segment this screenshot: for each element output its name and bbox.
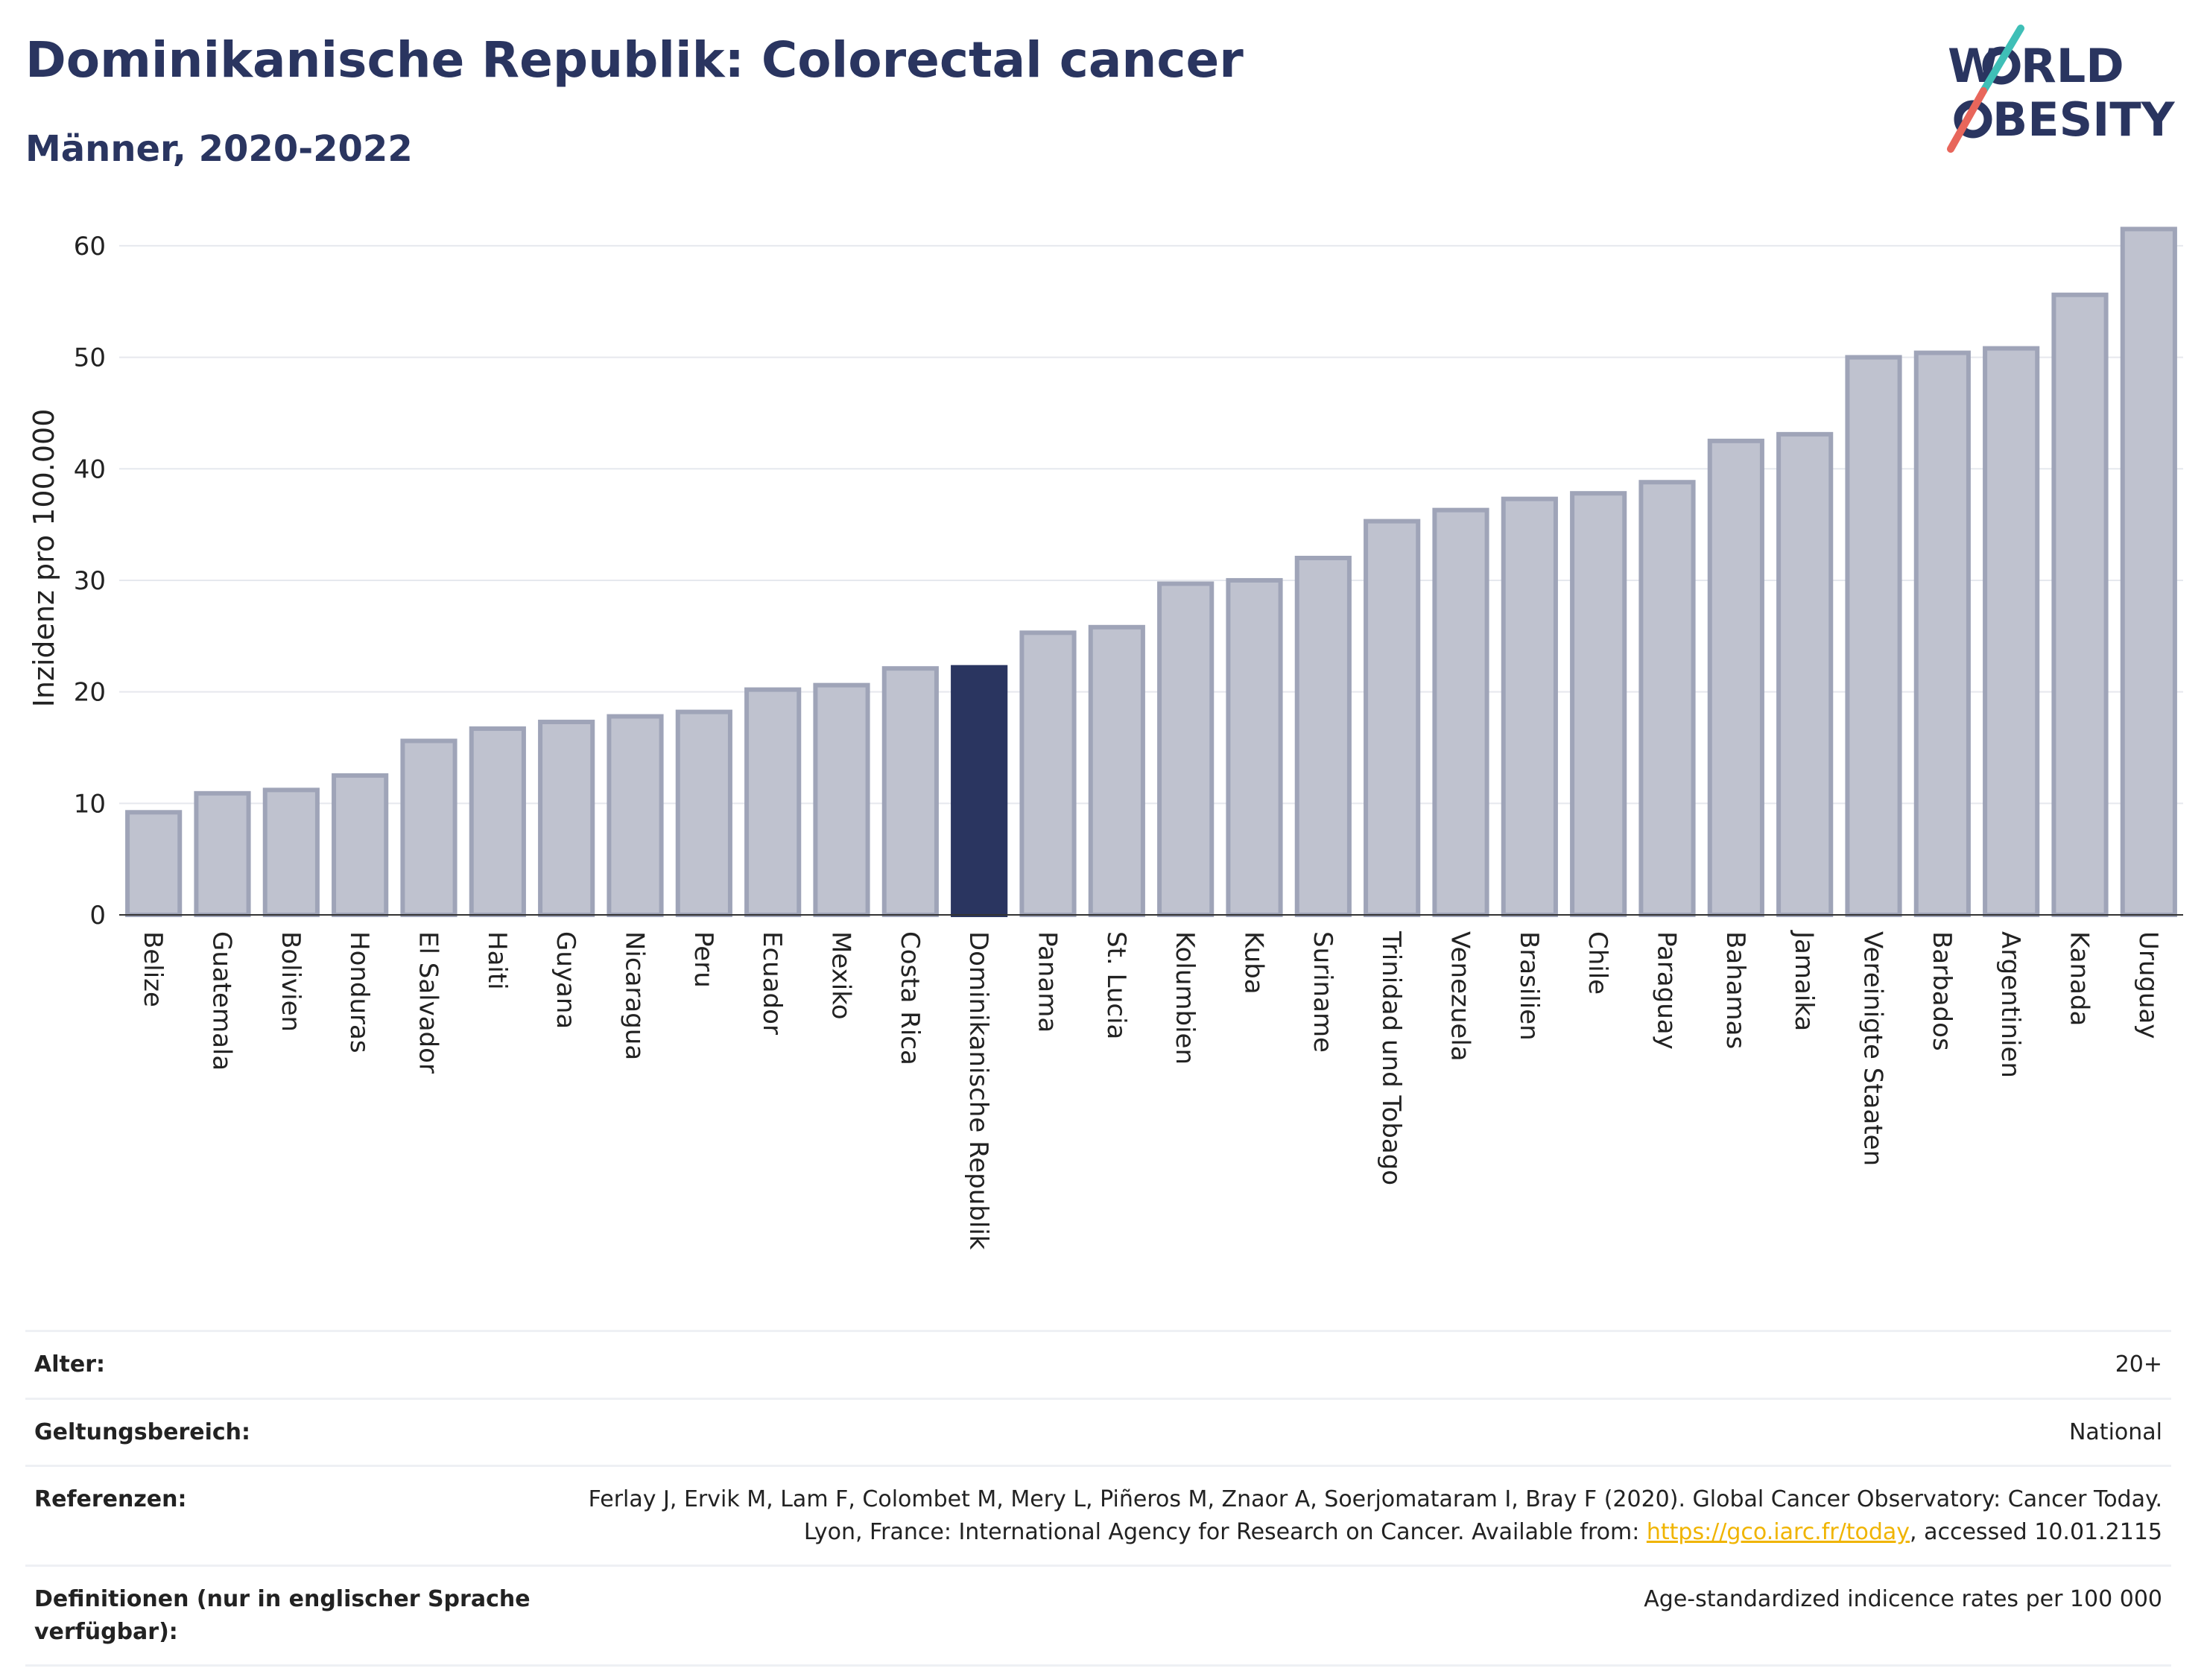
info-value: National bbox=[2068, 1419, 2162, 1445]
bar bbox=[2120, 226, 2177, 917]
x-tick-label: Paraguay bbox=[1652, 931, 1682, 1050]
y-tick-label: 30 bbox=[74, 566, 106, 596]
bar bbox=[1983, 346, 2040, 917]
bar bbox=[1501, 496, 1558, 917]
bar bbox=[1157, 581, 1215, 917]
x-tick-label: Kolumbien bbox=[1170, 931, 1200, 1065]
info-value: Age-standardized indicence rates per 100… bbox=[1644, 1586, 2162, 1612]
x-tick-label: Guatemala bbox=[207, 931, 237, 1071]
reference-link[interactable]: https://gco.iarc.fr/today bbox=[1646, 1518, 1910, 1545]
x-axis-labels: Belize Guatemala Bolivien Honduras El Salvad… bbox=[138, 930, 2163, 1250]
bars bbox=[125, 226, 2177, 918]
y-axis-ticks: 0 10 20 30 40 50 60 bbox=[74, 232, 106, 931]
x-tick-label: Guyana bbox=[551, 931, 580, 1029]
x-tick-label: Barbados bbox=[1927, 931, 1957, 1051]
x-tick-label: Trinidad und Tobago bbox=[1376, 931, 1406, 1185]
page-title: Dominikanische Republik: Colorectal canc… bbox=[25, 31, 1244, 89]
x-tick-label: Suriname bbox=[1308, 931, 1337, 1053]
bar-chart: 0 10 20 30 40 50 60 Belize Guatemala Bolivien Hon… bbox=[28, 226, 2183, 1250]
reference-suffix: , accessed 10.01.2115 bbox=[1910, 1518, 2162, 1545]
x-tick-label: Belize bbox=[138, 931, 168, 1007]
bar bbox=[262, 787, 320, 917]
y-tick-label: 60 bbox=[74, 232, 106, 261]
bar bbox=[469, 726, 526, 917]
bar bbox=[1364, 519, 1421, 917]
bar bbox=[675, 709, 732, 917]
bar bbox=[1019, 630, 1077, 918]
x-tick-label: Kanada bbox=[2065, 931, 2094, 1026]
x-tick-label: Mexiko bbox=[826, 931, 856, 1020]
bar bbox=[1913, 350, 1971, 917]
bar bbox=[400, 738, 457, 917]
bar bbox=[1776, 431, 1834, 917]
info-row-scope: Geltungsbereich: National bbox=[25, 1397, 2171, 1465]
reference-text: Ferlay J, Ervik M, Lam F, Colombet M, Me… bbox=[588, 1486, 2162, 1545]
x-tick-label: El Salvador bbox=[414, 931, 443, 1074]
x-tick-label: Costa Rica bbox=[895, 931, 925, 1065]
info-table: Alter: 20+ Geltungsbereich: National Ref… bbox=[25, 1330, 2171, 1667]
world-obesity-logo: W RLD BESITY bbox=[1947, 25, 2176, 153]
bar-highlight bbox=[951, 665, 1008, 917]
bar bbox=[125, 810, 183, 917]
x-tick-label: Venezuela bbox=[1445, 931, 1475, 1062]
bar bbox=[813, 682, 870, 917]
x-tick-label: Dominikanische Republik bbox=[963, 931, 993, 1250]
page-subtitle: Männer, 2020-2022 bbox=[25, 128, 413, 170]
svg-text:RLD: RLD bbox=[2021, 39, 2124, 93]
info-key: Definitionen (nur in englischer Sprache … bbox=[34, 1586, 531, 1645]
bar bbox=[744, 687, 802, 917]
bar bbox=[607, 714, 664, 918]
info-value: 20+ bbox=[2115, 1351, 2162, 1378]
bar bbox=[2051, 292, 2109, 917]
grid-lines bbox=[119, 244, 2183, 805]
y-tick-label: 10 bbox=[74, 789, 106, 819]
bar bbox=[1294, 556, 1352, 917]
bar bbox=[1226, 577, 1283, 917]
info-row-age: Alter: 20+ bbox=[25, 1330, 2171, 1398]
x-tick-label: Bolivien bbox=[276, 931, 305, 1032]
y-axis-title: Inzidenz pro 100.000 bbox=[28, 409, 60, 708]
x-tick-label: Kuba bbox=[1239, 931, 1269, 995]
bar bbox=[332, 773, 389, 917]
info-value: Ferlay J, Ervik M, Lam F, Colombet M, Me… bbox=[556, 1483, 2162, 1548]
x-tick-label: Chile bbox=[1583, 931, 1612, 995]
x-tick-label: Brasilien bbox=[1514, 931, 1544, 1041]
y-tick-label: 50 bbox=[74, 343, 106, 373]
x-tick-label: Uruguay bbox=[2133, 931, 2163, 1039]
x-tick-label: Ecuador bbox=[757, 931, 787, 1035]
info-key: Geltungsbereich: bbox=[34, 1419, 251, 1445]
svg-text:BESITY: BESITY bbox=[1992, 92, 2176, 147]
bar bbox=[538, 720, 595, 918]
y-tick-label: 20 bbox=[74, 678, 106, 708]
bar bbox=[194, 790, 251, 917]
y-tick-label: 40 bbox=[74, 454, 106, 484]
info-row-definitions: Definitionen (nur in englischer Sprache … bbox=[25, 1565, 2171, 1667]
bar bbox=[1707, 438, 1764, 917]
bar bbox=[1638, 480, 1696, 917]
bar bbox=[1570, 491, 1627, 917]
x-tick-label: Bahamas bbox=[1720, 931, 1750, 1049]
x-tick-label: Peru bbox=[688, 931, 718, 988]
x-tick-label: St. Lucia bbox=[1101, 931, 1131, 1039]
bar bbox=[1845, 355, 1902, 917]
info-row-references: Referenzen: Ferlay J, Ervik M, Lam F, Co… bbox=[25, 1465, 2171, 1565]
bar bbox=[1432, 507, 1489, 917]
x-tick-label: Nicaragua bbox=[620, 931, 650, 1060]
y-tick-label: 0 bbox=[89, 901, 106, 931]
bar bbox=[881, 666, 939, 917]
x-tick-label: Vereinigte Staaten bbox=[1858, 931, 1888, 1166]
x-tick-label: Honduras bbox=[344, 931, 374, 1053]
x-tick-label: Panama bbox=[1033, 931, 1063, 1033]
x-tick-label: Argentinien bbox=[1995, 931, 2025, 1078]
x-tick-label: Jamaika bbox=[1789, 930, 1819, 1031]
info-key: Referenzen: bbox=[34, 1486, 187, 1512]
x-tick-label: Haiti bbox=[482, 931, 512, 990]
info-key: Alter: bbox=[34, 1351, 105, 1378]
bar bbox=[1088, 624, 1145, 918]
